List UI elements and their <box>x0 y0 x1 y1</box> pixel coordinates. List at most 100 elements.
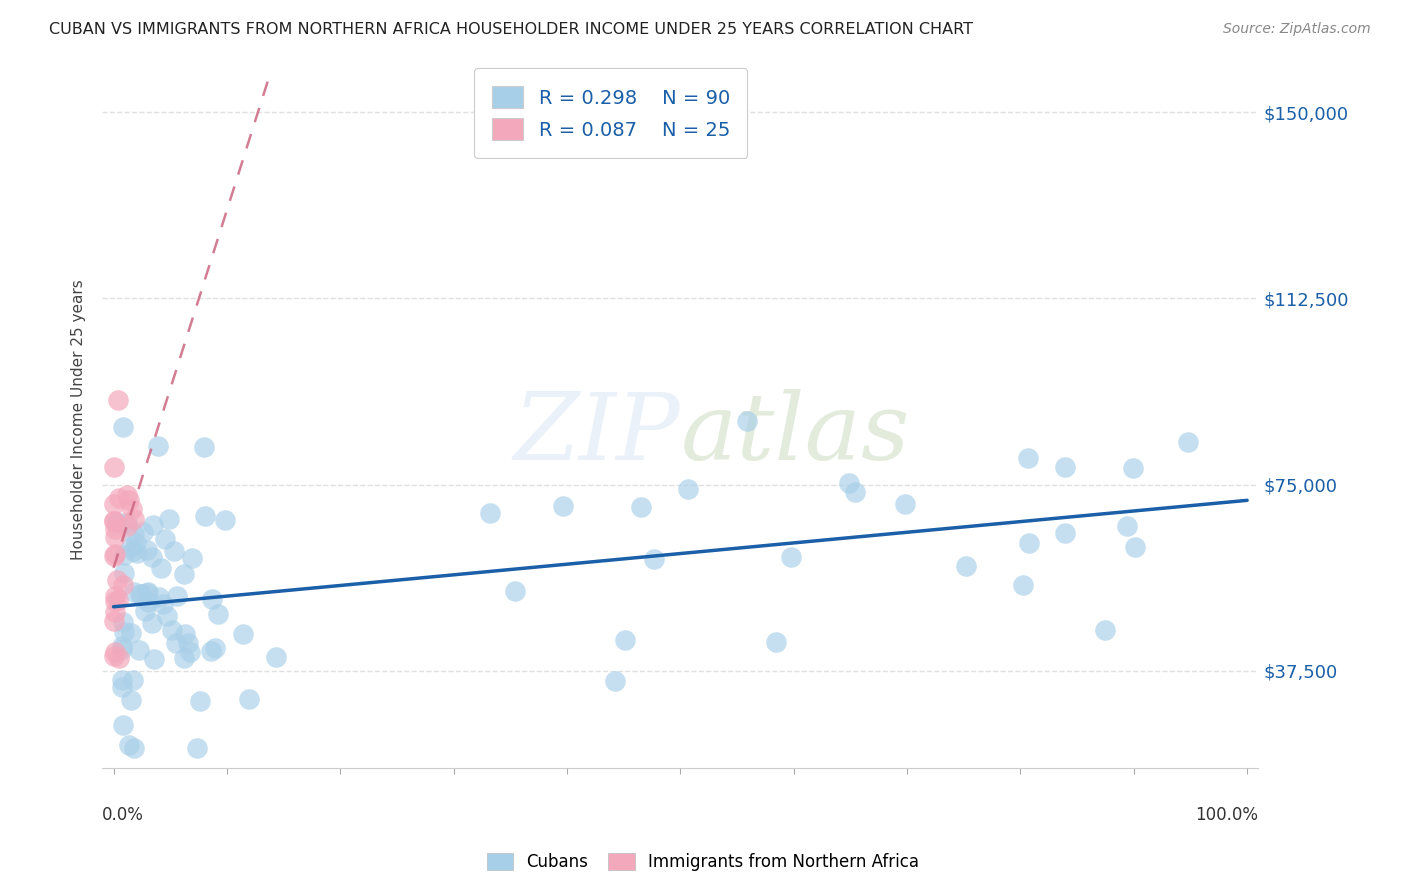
Point <box>142 651 165 665</box>
Point <box>232 626 254 640</box>
Point <box>1017 450 1039 465</box>
Point <box>111 578 134 592</box>
Point <box>166 589 188 603</box>
Point <box>104 645 127 659</box>
Point <box>111 673 134 687</box>
Point <box>124 527 146 541</box>
Point <box>103 460 125 475</box>
Point <box>136 595 159 609</box>
Point <box>1116 518 1139 533</box>
Point <box>141 615 163 630</box>
Point <box>160 624 183 638</box>
Point <box>1011 578 1033 592</box>
Point <box>1018 536 1040 550</box>
Point <box>214 512 236 526</box>
Point <box>194 508 217 523</box>
Point <box>173 650 195 665</box>
Point <box>105 515 128 529</box>
Point <box>479 506 502 520</box>
Point <box>112 420 135 434</box>
Point <box>104 530 127 544</box>
Point <box>120 625 142 640</box>
Point <box>132 525 155 540</box>
Point <box>118 492 141 507</box>
Point <box>503 584 526 599</box>
Point <box>955 558 977 573</box>
Text: 100.0%: 100.0% <box>1195 806 1258 824</box>
Point <box>103 589 125 603</box>
Point <box>112 566 135 580</box>
Text: CUBAN VS IMMIGRANTS FROM NORTHERN AFRICA HOUSEHOLDER INCOME UNDER 25 YEARS CORRE: CUBAN VS IMMIGRANTS FROM NORTHERN AFRICA… <box>49 22 973 37</box>
Point <box>124 740 146 755</box>
Point <box>103 549 125 564</box>
Point <box>117 519 139 533</box>
Point <box>103 522 125 536</box>
Point <box>115 487 138 501</box>
Point <box>107 491 129 505</box>
Point <box>165 636 187 650</box>
Point <box>1054 460 1077 475</box>
Text: Source: ZipAtlas.com: Source: ZipAtlas.com <box>1223 22 1371 37</box>
Text: ZIP: ZIP <box>513 389 681 479</box>
Point <box>163 544 186 558</box>
Point <box>188 694 211 708</box>
Point <box>112 548 135 562</box>
Text: atlas: atlas <box>681 389 910 479</box>
Point <box>630 500 652 514</box>
Point <box>844 485 866 500</box>
Point <box>111 640 134 654</box>
Point <box>155 532 177 546</box>
Point <box>122 584 145 599</box>
Point <box>765 635 787 649</box>
Point <box>200 644 222 658</box>
Point <box>179 645 201 659</box>
Point <box>122 543 145 558</box>
Point <box>104 605 127 619</box>
Point <box>103 497 125 511</box>
Point <box>1177 435 1199 450</box>
Point <box>894 497 917 511</box>
Point <box>186 740 208 755</box>
Point <box>134 604 156 618</box>
Point <box>605 674 627 689</box>
Point <box>125 535 148 549</box>
Point <box>136 542 159 557</box>
Point <box>103 514 125 528</box>
Point <box>129 587 152 601</box>
Point <box>207 607 229 622</box>
Point <box>128 587 150 601</box>
Point <box>193 440 215 454</box>
Point <box>136 584 159 599</box>
Point <box>120 693 142 707</box>
Point <box>174 627 197 641</box>
Point <box>121 502 143 516</box>
Point <box>149 561 172 575</box>
Point <box>157 512 180 526</box>
Point <box>122 512 145 526</box>
Point <box>201 592 224 607</box>
Point <box>122 673 145 687</box>
Text: 0.0%: 0.0% <box>103 806 143 824</box>
Point <box>121 541 143 555</box>
Point <box>107 651 129 665</box>
Point <box>112 625 135 640</box>
Point <box>141 549 163 564</box>
Point <box>136 586 159 600</box>
Point <box>1094 623 1116 637</box>
Legend: R = 0.298    N = 90, R = 0.087    N = 25: R = 0.298 N = 90, R = 0.087 N = 25 <box>474 69 748 158</box>
Point <box>115 516 138 530</box>
Point <box>148 591 170 605</box>
Point <box>1122 460 1144 475</box>
Point <box>1123 540 1146 554</box>
Point <box>553 499 575 513</box>
Point <box>176 636 198 650</box>
Point <box>152 597 174 611</box>
Point <box>1053 526 1076 541</box>
Point <box>118 738 141 752</box>
Point <box>676 482 699 496</box>
Point <box>104 594 127 608</box>
Point <box>103 648 125 663</box>
Point <box>107 592 129 607</box>
Point <box>111 680 134 694</box>
Point <box>180 550 202 565</box>
